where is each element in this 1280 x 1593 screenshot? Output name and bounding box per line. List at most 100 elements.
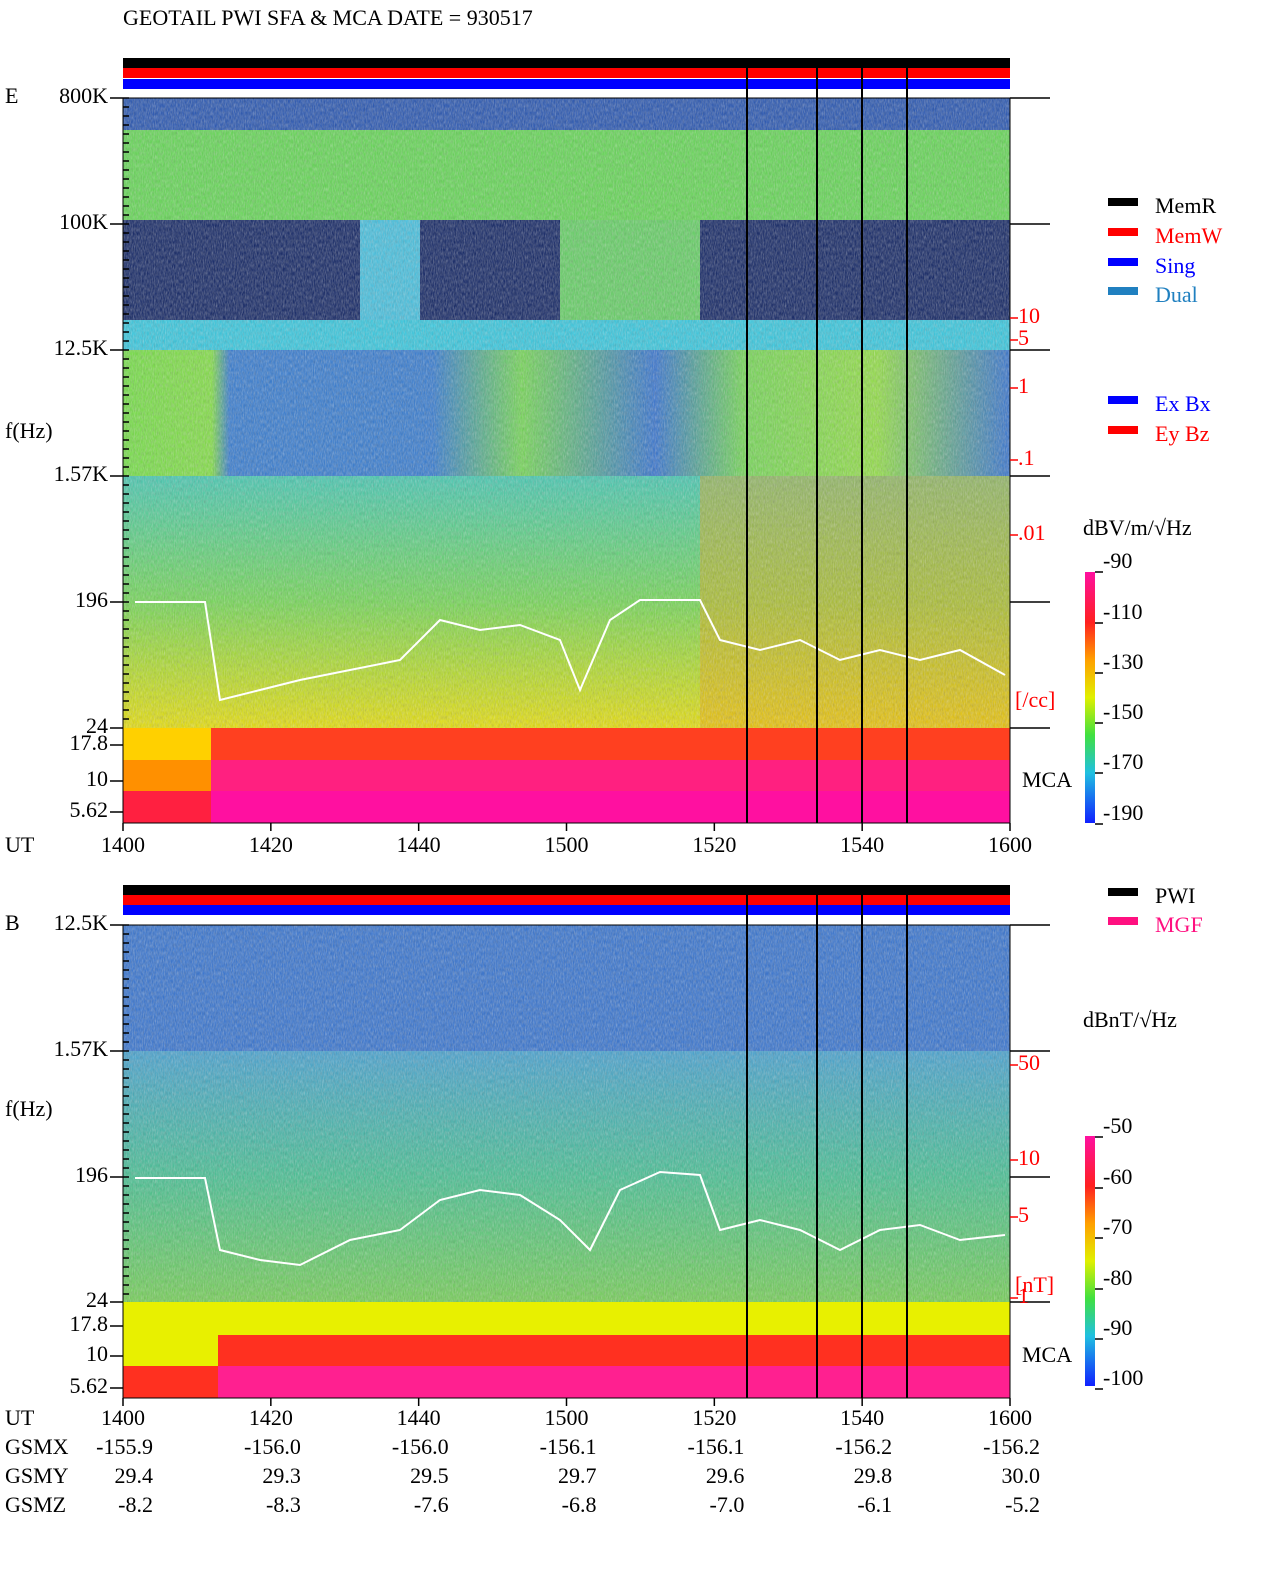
y-tick-label: 196 xyxy=(75,587,108,612)
density-tick-label: .1 xyxy=(1018,445,1035,470)
orbit-value: 29.8 xyxy=(854,1463,893,1488)
orbit-value: 29.6 xyxy=(706,1463,745,1488)
density-tick-label: 10 xyxy=(1018,303,1040,328)
legend-label: Dual xyxy=(1155,282,1198,307)
orbit-value: -7.6 xyxy=(414,1492,449,1517)
legend-label: MGF xyxy=(1155,912,1203,937)
y-tick-label: 1.57K xyxy=(54,461,109,486)
legend-label: Sing xyxy=(1155,253,1195,278)
density-tick-label: 5 xyxy=(1018,325,1029,350)
x-tick-label: 1520 xyxy=(692,1405,736,1430)
orbit-label: GSMY xyxy=(5,1463,69,1488)
x-tick-label: 1400 xyxy=(101,1405,145,1430)
x-tick-label: 1500 xyxy=(545,832,589,857)
orbit-value: 29.4 xyxy=(115,1463,154,1488)
colorbar-tick-label: -70 xyxy=(1103,1214,1132,1239)
orbit-label: GSMZ xyxy=(5,1492,66,1517)
ut-label: UT xyxy=(5,832,35,857)
density-tick-label: 1 xyxy=(1018,1283,1029,1308)
colorbar-tick-label: -80 xyxy=(1103,1265,1132,1290)
x-tick-label: 1440 xyxy=(397,1405,441,1430)
ut-label: UT xyxy=(5,1405,35,1430)
status-bars xyxy=(123,58,1010,915)
colorbar-unit: dBnT/√Hz xyxy=(1083,1007,1177,1032)
x-tick-label: 1540 xyxy=(840,832,884,857)
legend-label: MemW xyxy=(1155,223,1222,248)
legend-swatch xyxy=(1108,228,1138,236)
y-tick-label: 196 xyxy=(75,1162,108,1187)
x-tick-label: 1520 xyxy=(692,832,736,857)
legend-swatch xyxy=(1108,198,1138,206)
orbit-value: -156.2 xyxy=(983,1434,1040,1459)
colorbar-tick-label: -150 xyxy=(1103,699,1143,724)
y-tick-label: 800K xyxy=(59,83,108,108)
orbit-value: 29.3 xyxy=(262,1463,301,1488)
colorbar-tick-label: -100 xyxy=(1103,1365,1143,1390)
y-tick-label: 5.62 xyxy=(70,1373,109,1398)
orbit-value: -156.2 xyxy=(835,1434,892,1459)
e-spectrogram xyxy=(123,98,1010,823)
legend-swatch xyxy=(1108,396,1138,404)
density-tick-label: .01 xyxy=(1018,520,1046,545)
x-tick-label: 1600 xyxy=(988,832,1032,857)
legend-label: PWI xyxy=(1155,883,1195,908)
colorbar-tick-label: -110 xyxy=(1103,599,1143,624)
y-tick-label: 1.57K xyxy=(54,1036,109,1061)
legend-label: Ex Bx xyxy=(1155,391,1211,416)
panel-label: E xyxy=(5,83,18,108)
orbit-value: -5.2 xyxy=(1005,1492,1040,1517)
orbit-value: -6.1 xyxy=(857,1492,892,1517)
colorbar-tick-label: -170 xyxy=(1103,749,1143,774)
x-tick-label: 1440 xyxy=(397,832,441,857)
x-tick-label: 1500 xyxy=(545,1405,589,1430)
x-tick-label: 1400 xyxy=(101,832,145,857)
mca-label: MCA xyxy=(1022,1342,1072,1367)
x-tick-label: 1540 xyxy=(840,1405,884,1430)
y-tick-label: 17.8 xyxy=(70,730,109,755)
y-axis-label: f(Hz) xyxy=(5,1096,53,1121)
y-tick-label: 24 xyxy=(86,1287,108,1312)
b-spectrogram xyxy=(123,925,1010,1398)
density-unit: [/cc] xyxy=(1015,687,1055,712)
colorbar-tick-label: -90 xyxy=(1103,548,1132,573)
orbit-value: 29.7 xyxy=(558,1463,597,1488)
density-unit: [nT] xyxy=(1015,1272,1054,1297)
orbit-value: -8.3 xyxy=(266,1492,301,1517)
orbit-value: -8.2 xyxy=(118,1492,153,1517)
y-tick-label: 10 xyxy=(86,1341,108,1366)
mca-label: MCA xyxy=(1022,767,1072,792)
title: GEOTAIL PWI SFA & MCA DATE = 930517 xyxy=(123,5,533,30)
x-tick-label: 1420 xyxy=(249,832,293,857)
y-tick-label: 12.5K xyxy=(54,335,109,360)
x-tick-label: 1600 xyxy=(988,1405,1032,1430)
legend-swatch xyxy=(1108,426,1138,434)
y-tick-label: 17.8 xyxy=(70,1311,109,1336)
colorbar-tick-label: -90 xyxy=(1103,1315,1132,1340)
legend-label: MemR xyxy=(1155,193,1216,218)
colorbar-tick-label: -50 xyxy=(1103,1113,1132,1138)
y-tick-label: 5.62 xyxy=(70,797,109,822)
orbit-value: -156.1 xyxy=(540,1434,597,1459)
orbit-value: -155.9 xyxy=(96,1434,153,1459)
x-tick-label: 1420 xyxy=(249,1405,293,1430)
orbit-value: -156.0 xyxy=(244,1434,301,1459)
y-tick-label: 24 xyxy=(86,713,108,738)
density-tick-label: 1 xyxy=(1018,373,1029,398)
density-tick-label: 10 xyxy=(1018,1145,1040,1170)
density-tick-label: 50 xyxy=(1018,1050,1040,1075)
y-tick-label: 12.5K xyxy=(54,910,109,935)
legend-swatch xyxy=(1108,258,1138,266)
panel-label: B xyxy=(5,910,20,935)
y-axis-label: f(Hz) xyxy=(5,418,53,443)
y-tick-label: 100K xyxy=(59,209,108,234)
orbit-value: -6.8 xyxy=(562,1492,597,1517)
colorbar-unit: dBV/m/√Hz xyxy=(1083,515,1192,540)
orbit-value: -7.0 xyxy=(710,1492,745,1517)
orbit-value: -156.0 xyxy=(392,1434,449,1459)
density-tick-label: 5 xyxy=(1018,1202,1029,1227)
colorbar-tick-label: -60 xyxy=(1103,1164,1132,1189)
legend-swatch xyxy=(1108,287,1138,295)
legend-swatch xyxy=(1108,888,1138,896)
colorbar xyxy=(1085,572,1095,823)
